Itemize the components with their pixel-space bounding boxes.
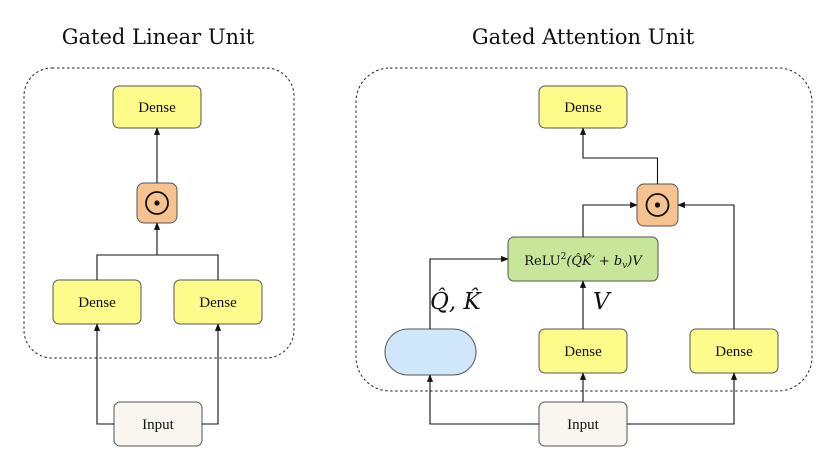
glu-right-dense-label: Dense — [199, 295, 237, 311]
gau-output-dense-label: Dense — [564, 100, 602, 116]
gau-attention-box: ReLU2(Q̂K̂′ + bv)V — [507, 236, 659, 282]
gau-wire-gate-output — [579, 127, 659, 184]
gau-middle-dense-label: Dense — [564, 344, 602, 360]
glu-left-dense-label: Dense — [78, 295, 116, 311]
gau-gate — [636, 183, 679, 227]
gau-wire-shared-attention — [429, 255, 509, 329]
gau-wire-input-shared — [426, 374, 539, 425]
glu-wires — [93, 127, 222, 425]
glu-left-dense: Dense — [52, 279, 142, 325]
gau-v-label: V — [593, 289, 612, 315]
glu-input: Input — [113, 401, 203, 447]
gau-wire-attention-gate — [582, 201, 638, 237]
gau-wire-input-right — [627, 372, 738, 425]
gau-shared-projection — [384, 328, 477, 376]
gau-qk-label: Q̂, K̂ — [430, 289, 482, 315]
gau-wires — [426, 127, 738, 425]
gau-input: Input — [538, 401, 628, 447]
glu-gate — [136, 182, 178, 224]
gau-attention-label: ReLU2(Q̂K̂′ + bv)V — [524, 252, 643, 271]
glu-input-label: Input — [142, 417, 174, 433]
glu-title: Gated Linear Unit — [62, 25, 255, 49]
gau-right-dense-label: Dense — [715, 344, 753, 360]
circled-dot-icon — [145, 191, 169, 215]
glu-panel: Gated Linear Unit Dense Dense Dense — [23, 25, 295, 447]
glu-frame — [23, 67, 295, 359]
glu-wire-input-left — [93, 323, 114, 425]
glu-wire-input-right — [202, 323, 222, 425]
gau-wire-right-gate — [677, 201, 735, 329]
glu-wire-merge — [96, 254, 219, 280]
gau-title: Gated Attention Unit — [472, 25, 695, 49]
glu-output-dense: Dense — [112, 85, 202, 129]
gau-right-dense: Dense — [689, 328, 779, 374]
gau-input-label: Input — [567, 417, 599, 433]
circled-dot-icon — [645, 193, 670, 217]
glu-right-dense: Dense — [173, 279, 263, 325]
gau-middle-dense: Dense — [538, 328, 628, 374]
gau-output-dense: Dense — [538, 85, 628, 129]
glu-output-dense-label: Dense — [138, 100, 176, 116]
gau-panel: Gated Attention Unit Dense ReLU2(Q̂K̂′ +… — [355, 25, 813, 447]
